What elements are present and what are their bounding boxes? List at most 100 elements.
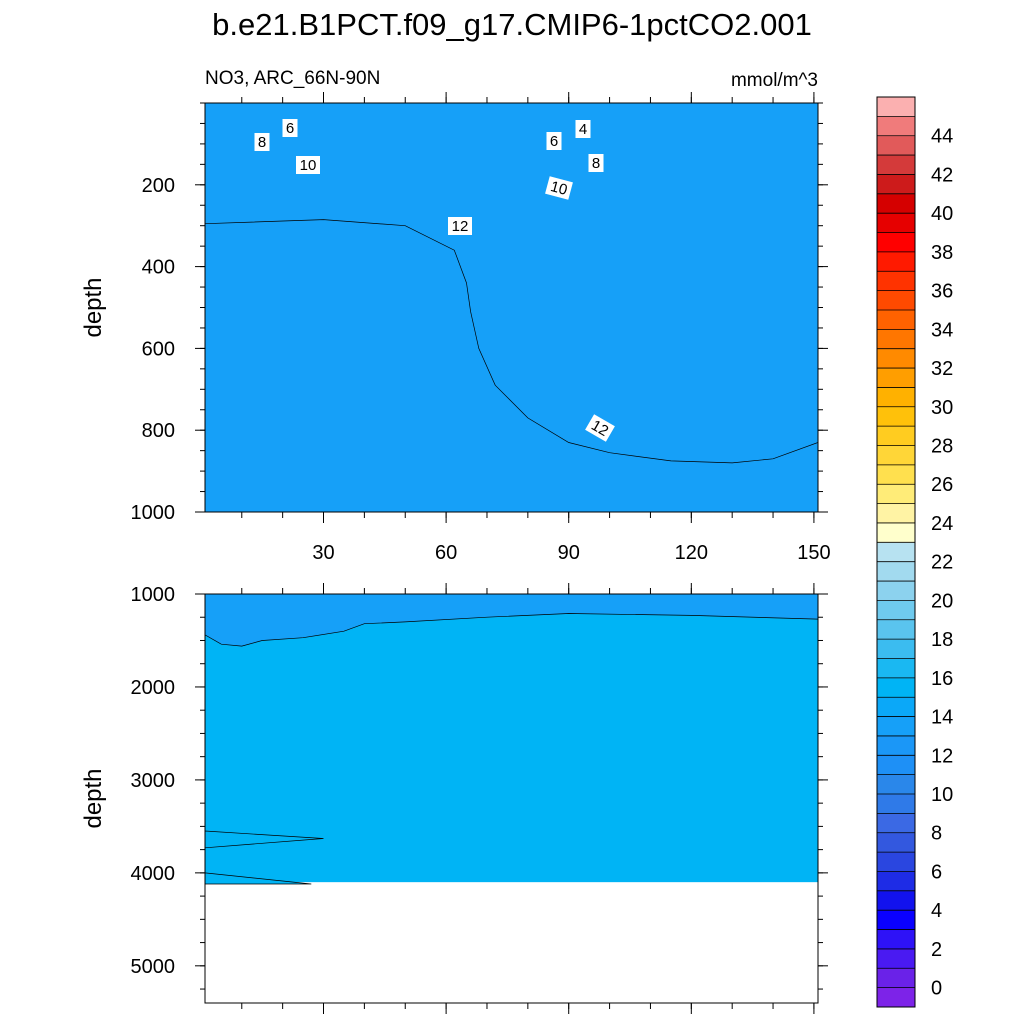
colorbar-bin-46 <box>877 97 915 117</box>
ytick-label-lower-0: 1000 <box>131 584 176 606</box>
ytick-label-lower-1: 2000 <box>131 677 176 699</box>
units-label: mmol/m^3 <box>731 70 818 91</box>
contour-label-1: 4 <box>575 120 591 138</box>
colorbar-label-20: 20 <box>931 590 953 612</box>
svg-text:12: 12 <box>588 417 611 440</box>
colorbar-bin-41 <box>877 193 915 214</box>
colorbar-label-0: 0 <box>931 978 942 1000</box>
ytick-label-upper-0: 200 <box>142 175 175 197</box>
svg-text:6: 6 <box>286 120 294 137</box>
contour-label-7: 12 <box>448 217 472 235</box>
colorbar-bin-28 <box>877 445 915 466</box>
plot-frame <box>204 593 819 1004</box>
colorbar-bin-8 <box>877 832 915 853</box>
colorbar-bin-33 <box>877 348 915 369</box>
colorbar-bin-43 <box>877 155 915 175</box>
colorbar-bin-29 <box>877 426 915 447</box>
colorbar-label-28: 28 <box>931 436 953 458</box>
colorbar-label-42: 42 <box>931 164 953 186</box>
colorbar-label-18: 18 <box>931 629 953 651</box>
colorbar-label-14: 14 <box>931 707 953 729</box>
svg-text:6: 6 <box>550 133 558 150</box>
xtick-label-2: 90 <box>558 542 580 564</box>
colorbar-bin-5 <box>877 890 915 911</box>
colorbar-label-38: 38 <box>931 242 953 264</box>
colorbar-label-12: 12 <box>931 745 953 767</box>
colorbar-bin-15 <box>877 697 915 718</box>
colorbar-bin-14 <box>877 716 915 737</box>
colorbar-bin-27 <box>877 464 915 485</box>
colorbar-bin-23 <box>877 542 915 563</box>
colorbar-bin-31 <box>877 387 915 408</box>
colorbar-bin-26 <box>877 484 915 505</box>
svg-text:12: 12 <box>452 218 469 235</box>
colorbar-bin-22 <box>877 561 915 582</box>
contour-label-5: 10 <box>296 156 320 174</box>
colorbar-bin-40 <box>877 213 915 234</box>
colorbar-bin-35 <box>877 309 915 330</box>
colorbar-label-40: 40 <box>931 203 953 225</box>
ytick-label-upper-3: 800 <box>142 420 175 442</box>
colorbar-bin-30 <box>877 406 915 427</box>
colorbar-label-4: 4 <box>931 900 942 922</box>
colorbar-bin-4 <box>877 910 915 931</box>
colorbar-bin-16 <box>877 677 915 698</box>
colorbar-bin-45 <box>877 116 915 137</box>
colorbar-bin-36 <box>877 290 915 311</box>
contour-level-15-2 <box>205 872 312 885</box>
ytick-label-upper-4: 1000 <box>131 502 176 524</box>
colorbar-bin-19 <box>877 619 915 640</box>
contour-level-13-0 <box>205 594 818 647</box>
colorbar-bin-6 <box>877 871 915 892</box>
contour-label-2: 8 <box>254 133 270 151</box>
field-background <box>205 594 818 883</box>
colorbar-label-22: 22 <box>931 552 953 574</box>
contour-level-15-1 <box>205 830 324 849</box>
colorbar-bin-17 <box>877 658 915 679</box>
colorbar-bin-42 <box>877 174 915 195</box>
svg-text:4: 4 <box>579 121 587 138</box>
ylabel-upper: depth <box>80 277 107 337</box>
xtick-label-3: 120 <box>675 542 708 564</box>
colorbar: 0246810121416182022242628303234363840424… <box>876 96 953 1008</box>
contour-label-6: 10 <box>545 176 573 200</box>
ytick-label-lower-2: 3000 <box>131 770 176 792</box>
colorbar-bin-34 <box>877 329 915 350</box>
xtick-label-0: 30 <box>312 542 334 564</box>
colorbar-bin-1 <box>877 968 915 989</box>
colorbar-bin-2 <box>877 948 915 969</box>
ytick-label-upper-1: 400 <box>142 257 175 279</box>
xtick-label-1: 60 <box>435 542 457 564</box>
ytick-label-lower-3: 4000 <box>131 863 176 885</box>
variable-label: NO3, ARC_66N-90N <box>205 68 380 89</box>
colorbar-bin-38 <box>877 251 915 272</box>
colorbar-label-34: 34 <box>931 319 953 341</box>
ytick-label-upper-2: 600 <box>142 338 175 360</box>
svg-text:8: 8 <box>258 134 266 151</box>
svg-text:10: 10 <box>300 157 317 174</box>
contour-level-13-9 <box>205 103 818 464</box>
colorbar-bin-39 <box>877 232 915 253</box>
colorbar-bin-7 <box>877 852 915 872</box>
svg-text:8: 8 <box>592 155 600 172</box>
colorbar-label-6: 6 <box>931 861 942 883</box>
colorbar-bin-9 <box>877 813 915 834</box>
colorbar-bin-0 <box>877 987 915 1008</box>
lower-panel: 1000 2000 3000 4000 5000 depth <box>80 583 828 1014</box>
colorbar-label-8: 8 <box>931 823 942 845</box>
chart-title: b.e21.B1PCT.f09_g17.CMIP6-1pctCO2.001 <box>212 7 812 42</box>
svg-text:10: 10 <box>549 178 570 199</box>
contour-label-3: 6 <box>546 132 562 150</box>
colorbar-bin-24 <box>877 522 915 543</box>
colorbar-label-32: 32 <box>931 358 953 380</box>
contour-label-4: 8 <box>588 154 604 172</box>
colorbar-bin-21 <box>877 581 915 601</box>
colorbar-bin-20 <box>877 600 915 621</box>
colorbar-label-36: 36 <box>931 281 953 303</box>
colorbar-label-16: 16 <box>931 668 953 690</box>
colorbar-bin-37 <box>877 271 915 292</box>
colorbar-bin-13 <box>877 735 915 756</box>
colorbar-bin-32 <box>877 368 915 388</box>
